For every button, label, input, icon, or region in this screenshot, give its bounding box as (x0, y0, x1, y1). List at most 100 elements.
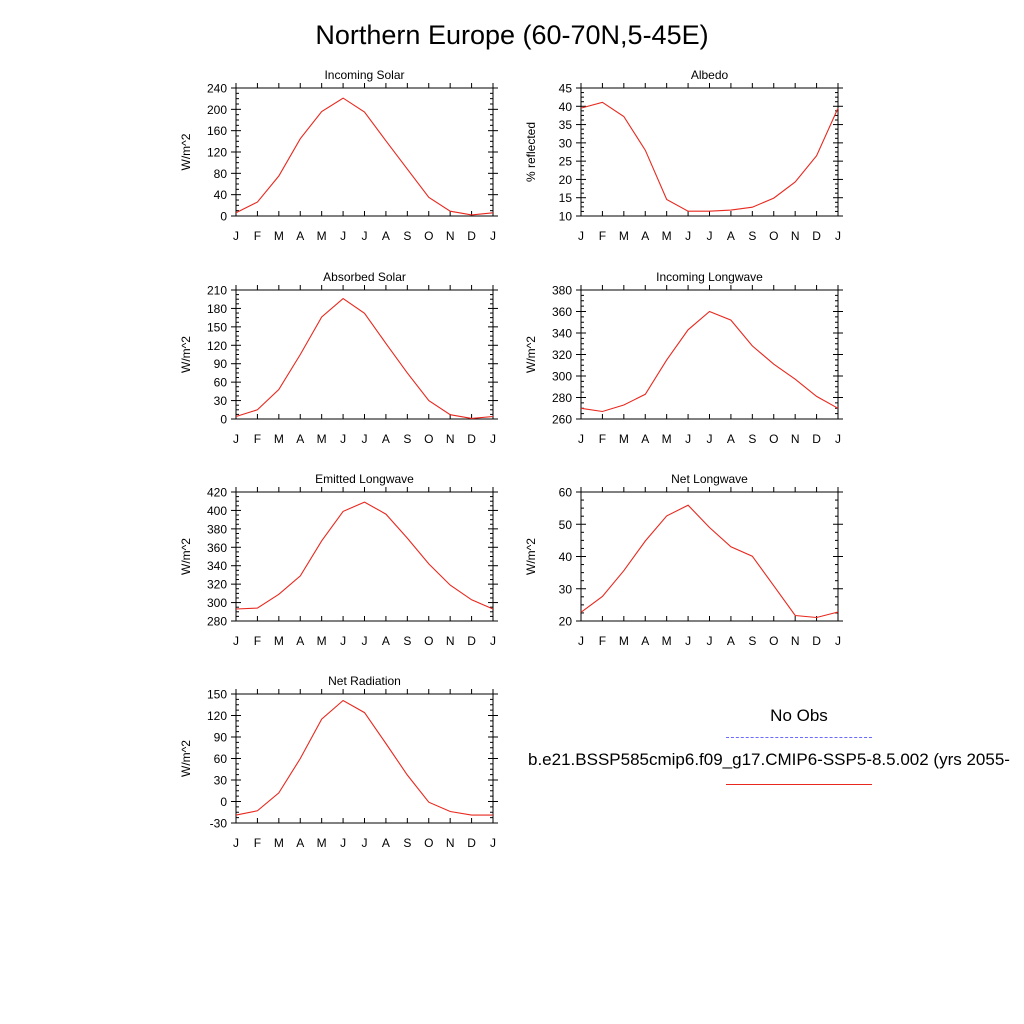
y-tick-label: 60 (214, 752, 228, 766)
x-tick-label: J (490, 229, 496, 243)
y-tick-label: 380 (207, 522, 227, 536)
x-tick-label: J (340, 432, 346, 446)
x-tick-label: J (340, 836, 346, 850)
x-tick-label: M (619, 634, 629, 648)
y-axis-label: W/m^2 (179, 133, 193, 170)
x-tick-label: A (296, 836, 304, 850)
panel-title: Incoming Longwave (656, 270, 763, 284)
series-line (580, 504, 839, 619)
x-tick-label: N (446, 634, 455, 648)
y-tick-label: 45 (559, 82, 573, 96)
y-tick-label: 60 (559, 486, 573, 500)
x-tick-label: F (254, 432, 261, 446)
plot-frame (580, 87, 839, 217)
panel-title: Net Longwave (671, 472, 748, 486)
y-axis-label: W/m^2 (179, 336, 193, 373)
y-axis-label: % reflected (524, 122, 538, 182)
x-tick-label: D (812, 432, 821, 446)
x-tick-label: N (446, 432, 455, 446)
x-tick-label: F (254, 229, 261, 243)
x-tick-label: S (748, 229, 756, 243)
x-tick-label: J (685, 229, 691, 243)
x-tick-label: D (467, 229, 476, 243)
x-tick-label: J (233, 634, 239, 648)
x-tick-label: M (317, 229, 327, 243)
y-tick-label: 280 (207, 615, 227, 629)
y-tick-label: -30 (210, 817, 228, 831)
y-tick-label: 120 (207, 146, 227, 160)
y-tick-label: 90 (214, 731, 228, 745)
panel-title: Incoming Solar (324, 68, 404, 82)
y-tick-label: 340 (207, 559, 227, 573)
x-tick-label: J (362, 229, 368, 243)
x-tick-label: J (233, 836, 239, 850)
x-tick-label: A (296, 634, 304, 648)
x-tick-label: O (769, 634, 778, 648)
y-axis-label: W/m^2 (524, 538, 538, 575)
x-tick-label: M (619, 229, 629, 243)
x-tick-label: S (748, 634, 756, 648)
x-tick-label: O (424, 229, 433, 243)
x-tick-label: M (317, 836, 327, 850)
x-tick-label: O (769, 432, 778, 446)
x-tick-label: A (382, 229, 390, 243)
plot-frame (580, 289, 839, 420)
x-tick-label: M (274, 634, 284, 648)
x-tick-label: D (467, 634, 476, 648)
x-tick-label: M (274, 432, 284, 446)
x-tick-label: J (707, 229, 713, 243)
x-tick-label: J (835, 229, 841, 243)
legend-model-label: b.e21.BSSP585cmip6.f09_g17.CMIP6-SSP5-8.… (528, 750, 1010, 769)
x-tick-label: J (362, 432, 368, 446)
legend-obs-label: No Obs (770, 706, 828, 725)
plot-frame (235, 87, 494, 217)
y-tick-label: 160 (207, 124, 227, 138)
x-tick-label: J (578, 432, 584, 446)
x-tick-label: J (362, 836, 368, 850)
y-tick-label: 180 (207, 302, 227, 316)
y-tick-label: 380 (552, 284, 572, 298)
x-tick-label: A (641, 432, 649, 446)
y-tick-label: 30 (214, 774, 228, 788)
x-tick-label: A (382, 836, 390, 850)
x-tick-label: A (727, 229, 735, 243)
y-tick-label: 30 (559, 582, 573, 596)
x-tick-label: O (424, 432, 433, 446)
series-line (235, 501, 494, 610)
y-tick-label: 240 (207, 82, 227, 96)
x-tick-label: J (707, 634, 713, 648)
x-tick-label: M (662, 634, 672, 648)
x-tick-label: F (254, 836, 261, 850)
x-tick-label: J (490, 432, 496, 446)
legend-obs-line (726, 737, 872, 738)
y-tick-label: 35 (559, 118, 573, 132)
panel-title: Emitted Longwave (315, 472, 414, 486)
x-tick-label: J (835, 432, 841, 446)
y-tick-label: 260 (552, 413, 572, 427)
x-tick-label: M (317, 432, 327, 446)
x-tick-label: J (578, 634, 584, 648)
x-tick-label: J (340, 634, 346, 648)
x-tick-label: F (599, 229, 606, 243)
x-tick-label: F (599, 432, 606, 446)
plot-frame (235, 491, 494, 622)
y-tick-label: 150 (207, 688, 227, 702)
chart-panel: J F M A M J J A S O N D J260280300320340360380Incomi… (524, 270, 843, 446)
x-tick-label: J (835, 634, 841, 648)
x-tick-label: O (424, 634, 433, 648)
x-tick-label: M (317, 634, 327, 648)
x-tick-label: O (769, 229, 778, 243)
x-tick-label: D (467, 432, 476, 446)
x-tick-label: S (403, 634, 411, 648)
x-tick-label: S (403, 836, 411, 850)
y-tick-label: 25 (559, 155, 573, 169)
x-tick-label: N (791, 432, 800, 446)
y-tick-label: 300 (207, 596, 227, 610)
x-tick-label: S (403, 432, 411, 446)
y-tick-label: 420 (207, 486, 227, 500)
